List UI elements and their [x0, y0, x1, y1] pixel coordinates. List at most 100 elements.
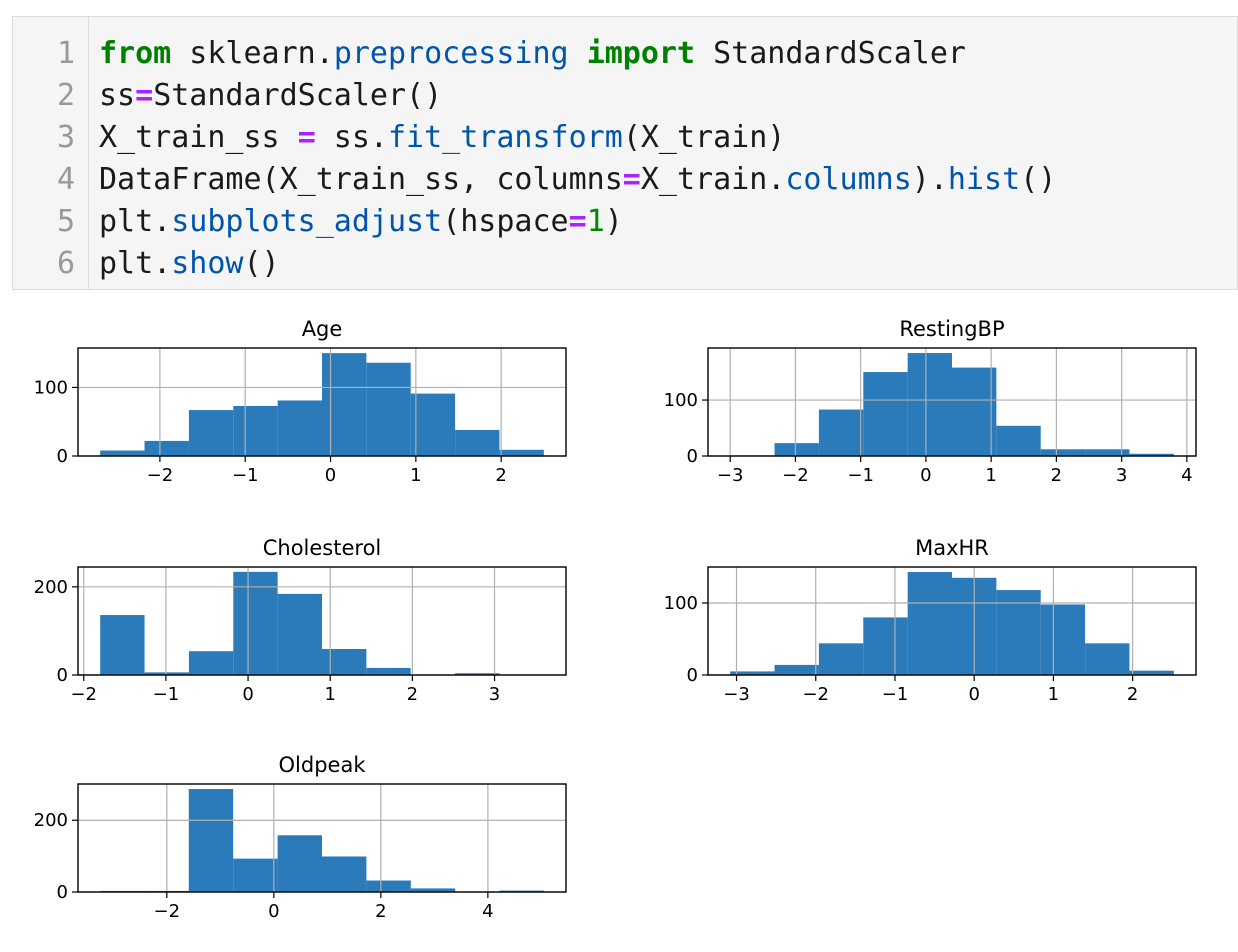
- subplot-title: Oldpeak: [279, 753, 367, 777]
- x-tick-label: −2: [782, 465, 809, 486]
- code-token: columns: [785, 162, 912, 197]
- x-tick-label: 2: [375, 901, 386, 922]
- histogram-bar: [277, 593, 322, 675]
- code-line[interactable]: 3 X_train_ss = ss.fit_transform(X_train): [13, 117, 1237, 159]
- code-token: fit_transform: [388, 120, 623, 155]
- x-tick-label: −1: [882, 684, 909, 705]
- code-text: DataFrame(X_train_ss, columns=X_train.co…: [99, 159, 1056, 201]
- histogram-bar: [996, 425, 1041, 456]
- histogram-bar: [366, 880, 411, 892]
- histogram-bar: [499, 890, 545, 892]
- subplot-maxhr: −3 −2 −1 0 1 2 0 100 MaxHR: [664, 536, 1197, 705]
- line-number: 1: [56, 36, 75, 71]
- code-token: =: [297, 120, 316, 155]
- axes-frame: [77, 783, 567, 893]
- histogram-bar: [277, 835, 322, 892]
- y-tick-label: 100: [664, 390, 698, 411]
- histogram-bar: [455, 429, 500, 456]
- code-token: =: [622, 162, 641, 197]
- subplot-title: RestingBP: [899, 317, 1004, 341]
- histogram-bar: [907, 572, 952, 675]
- x-tick-label: 0: [268, 901, 279, 922]
- y-tick-label: 100: [664, 593, 698, 614]
- subplot-restingbp: −3 −2 −1 0 1 2 3 4 0 100 RestingBP: [664, 317, 1197, 486]
- y-tick-label: 200: [34, 577, 68, 598]
- histogram-bar: [277, 400, 322, 456]
- code-line[interactable]: 1 from sklearn.preprocessing import Stand…: [13, 33, 1237, 75]
- histogram-bar: [188, 651, 234, 675]
- subplot-oldpeak: −2 0 2 4 0 200 Oldpeak: [34, 753, 567, 922]
- code-line[interactable]: 5 plt.subplots_adjust(hspace=1): [13, 201, 1237, 243]
- x-tick-label: 2: [1127, 684, 1138, 705]
- histogram-bar: [863, 617, 908, 675]
- code-token: X_train.: [640, 162, 786, 197]
- histogram-bar: [188, 410, 234, 456]
- histogram-bar: [952, 367, 997, 456]
- code-line[interactable]: 6 plt.show(): [13, 243, 1237, 285]
- code-token: sklearn.: [171, 36, 334, 71]
- code-token: StandardScaler: [695, 36, 966, 71]
- line-number: 3: [56, 120, 75, 155]
- code-token: ss.: [315, 120, 388, 155]
- histogram-bar: [818, 409, 864, 456]
- histogram-bar: [1085, 449, 1130, 456]
- histogram-bar: [499, 449, 544, 456]
- x-tick-label: −2: [147, 465, 174, 486]
- code-token: X_train_ss: [99, 120, 298, 155]
- y-tick-label: 0: [687, 665, 698, 686]
- code-token: (): [1020, 162, 1057, 197]
- axes-frame: [707, 347, 1197, 457]
- x-tick-label: 2: [407, 684, 418, 705]
- histogram-bar: [144, 440, 189, 456]
- histogram-bar: [774, 664, 819, 675]
- code-line[interactable]: 4 DataFrame(X_train_ss, columns=X_train.c…: [13, 159, 1237, 201]
- y-tick-label: 0: [57, 665, 68, 686]
- x-tick-label: −3: [723, 684, 750, 705]
- histogram-bar: [863, 372, 908, 456]
- histogram-bar: [907, 353, 952, 456]
- x-tick-label: −3: [717, 465, 744, 486]
- code-token: (): [243, 246, 280, 281]
- code-token: preprocessing: [333, 36, 569, 71]
- y-tick-label: 200: [34, 810, 68, 831]
- code-token: DataFrame(X_train_ss, columns: [99, 162, 623, 197]
- x-tick-label: 2: [1051, 465, 1062, 486]
- histogram-bar: [410, 393, 456, 456]
- code-token: ).: [911, 162, 948, 197]
- histogram-bar: [366, 667, 411, 675]
- x-tick-label: 2: [495, 465, 506, 486]
- histogram-bar: [1040, 449, 1086, 456]
- x-tick-label: 3: [489, 684, 500, 705]
- x-tick-label: −1: [153, 684, 180, 705]
- code-token: =: [568, 204, 587, 239]
- code-token: =: [135, 78, 154, 113]
- x-tick-label: 4: [1181, 465, 1192, 486]
- code-token: (hspace: [442, 204, 569, 239]
- code-token: plt.: [99, 204, 172, 239]
- code-token: subplots_adjust: [171, 204, 443, 239]
- y-tick-label: 100: [34, 377, 68, 398]
- histogram-bar: [322, 648, 367, 675]
- x-tick-label: −2: [802, 684, 829, 705]
- code-token: plt.: [99, 246, 172, 281]
- subplot-age: −2 −1 0 1 2 0 100 Age: [34, 317, 567, 486]
- axes-frame: [77, 347, 567, 457]
- subplot-cholesterol: −2 −1 0 1 2 3 0 200 Cholesterol: [34, 536, 567, 705]
- x-tick-label: 1: [985, 465, 996, 486]
- code-cell[interactable]: 1 from sklearn.preprocessing import Stand…: [12, 16, 1238, 290]
- code-line[interactable]: 2 ss=StandardScaler(): [13, 75, 1237, 117]
- histogram-bar: [366, 362, 411, 456]
- x-tick-label: 1: [324, 684, 335, 705]
- histogram-bar: [233, 858, 278, 892]
- code-text: plt.show(): [99, 243, 280, 285]
- code-token: from: [99, 36, 172, 71]
- code-token: 1: [586, 204, 605, 239]
- x-tick-label: 4: [482, 901, 493, 922]
- histogram-bar: [818, 643, 864, 675]
- x-tick-label: 3: [1116, 465, 1127, 486]
- axes-frame: [77, 566, 567, 676]
- subplot-title: Cholesterol: [263, 536, 382, 560]
- x-tick-label: 0: [325, 465, 336, 486]
- line-number: 4: [56, 162, 75, 197]
